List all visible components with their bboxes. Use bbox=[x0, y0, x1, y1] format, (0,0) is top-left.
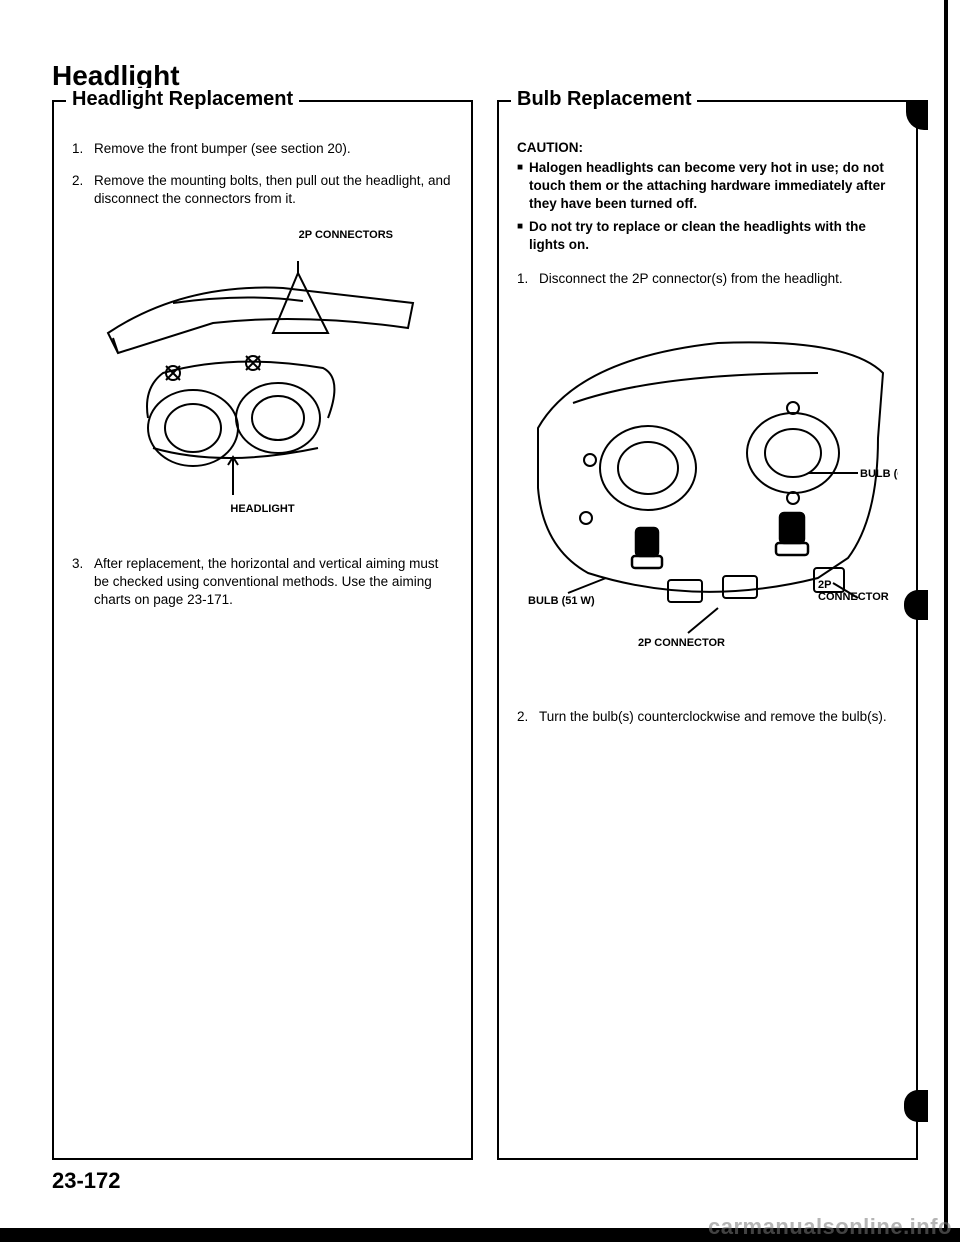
fig-label-bulb51: BULB (51 W) bbox=[528, 595, 595, 607]
fig-label-2pconn-a: 2P CONNECTOR bbox=[638, 637, 725, 648]
caution-list: Halogen headlights can become very hot i… bbox=[517, 159, 898, 254]
right-figure: BULB (60 W) BULB (51 W) 2P CONNECTOR 2P … bbox=[517, 318, 898, 648]
caution-item-1: Halogen headlights can become very hot i… bbox=[517, 159, 898, 214]
left-steps-cont: 3. After replacement, the horizontal and… bbox=[72, 555, 453, 610]
fig-label-bulb60: BULB (60 W) bbox=[860, 468, 898, 480]
left-step-2: 2. Remove the mounting bolts, then pull … bbox=[72, 172, 453, 208]
step-text: Turn the bulb(s) counterclockwise and re… bbox=[539, 708, 887, 726]
left-panel-heading: Headlight Replacement bbox=[66, 88, 299, 111]
step-number: 2. bbox=[72, 172, 94, 208]
step-text: Disconnect the 2P connector(s) from the … bbox=[539, 270, 843, 288]
caution-item-2: Do not try to replace or clean the headl… bbox=[517, 218, 898, 254]
left-column: Headlight Replacement 1. Remove the fron… bbox=[52, 100, 473, 1160]
fig-label-conn: CONNECTOR bbox=[818, 591, 889, 603]
caution-text: Halogen headlights can become very hot i… bbox=[529, 159, 898, 214]
right-step-1: 1. Disconnect the 2P connector(s) from t… bbox=[517, 270, 898, 288]
bulb-diagram-icon: BULB (60 W) BULB (51 W) 2P CONNECTOR 2P … bbox=[518, 318, 898, 648]
scan-mark-icon bbox=[904, 590, 928, 620]
step-text: Remove the front bumper (see section 20)… bbox=[94, 140, 351, 158]
step-text: Remove the mounting bolts, then pull out… bbox=[94, 172, 453, 208]
step-number: 3. bbox=[72, 555, 94, 610]
scan-edge bbox=[944, 0, 948, 1242]
right-panel: Bulb Replacement CAUTION: Halogen headli… bbox=[497, 100, 918, 1160]
caution-text: Do not try to replace or clean the headl… bbox=[529, 218, 898, 254]
right-column: Bulb Replacement CAUTION: Halogen headli… bbox=[497, 100, 918, 1160]
left-step-3: 3. After replacement, the horizontal and… bbox=[72, 555, 453, 610]
step-number: 1. bbox=[517, 270, 539, 288]
fig-label-2p: 2P bbox=[818, 579, 831, 591]
left-steps: 1. Remove the front bumper (see section … bbox=[72, 140, 453, 209]
right-steps-cont: 2. Turn the bulb(s) counterclockwise and… bbox=[517, 708, 898, 726]
left-step-1: 1. Remove the front bumper (see section … bbox=[72, 140, 453, 158]
step-number: 1. bbox=[72, 140, 94, 158]
step-number: 2. bbox=[517, 708, 539, 726]
left-figure: 2P CONNECTORS bbox=[72, 229, 453, 515]
figure-label-top: 2P CONNECTORS bbox=[72, 229, 453, 241]
scan-mark-icon bbox=[904, 1090, 928, 1122]
page-container: Headlight Headlight Replacement 1. Remov… bbox=[10, 10, 930, 1212]
right-step-2: 2. Turn the bulb(s) counterclockwise and… bbox=[517, 708, 898, 726]
watermark: carmanualsonline.info bbox=[708, 1214, 952, 1240]
right-panel-heading: Bulb Replacement bbox=[511, 88, 697, 111]
headlight-diagram-icon bbox=[103, 243, 423, 503]
step-text: After replacement, the horizontal and ve… bbox=[94, 555, 453, 610]
figure-label-bottom: HEADLIGHT bbox=[72, 503, 453, 515]
right-steps: 1. Disconnect the 2P connector(s) from t… bbox=[517, 270, 898, 288]
page-number: 23-172 bbox=[52, 1168, 121, 1194]
columns: Headlight Replacement 1. Remove the fron… bbox=[10, 100, 930, 1160]
left-panel: Headlight Replacement 1. Remove the fron… bbox=[52, 100, 473, 1160]
caution-label: CAUTION: bbox=[517, 140, 898, 155]
